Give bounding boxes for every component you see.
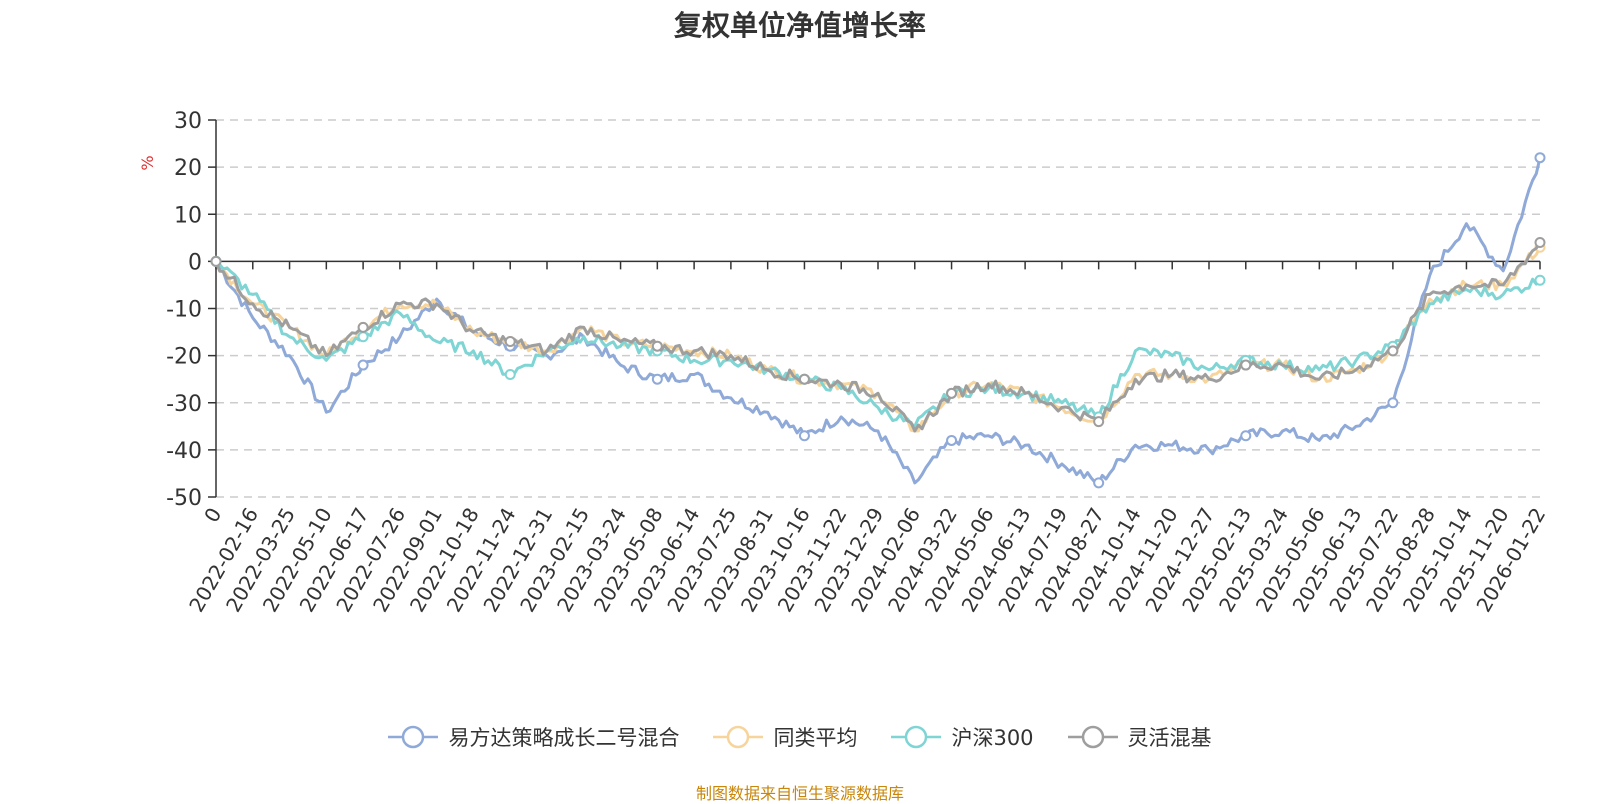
legend-item[interactable]: 易方达策略成长二号混合	[388, 722, 679, 752]
axis-layer: 3020100-10-20-30-40-5002022-02-162022-03…	[166, 109, 1550, 616]
y-axis-unit-label: %	[138, 155, 157, 170]
series-layer	[210, 152, 1546, 489]
y-tick-label: 30	[174, 109, 202, 134]
legend-label: 沪深300	[951, 726, 1034, 750]
series-line-0	[214, 157, 1542, 485]
legend: 易方达策略成长二号混合 同类平均 沪深300 灵活混基	[0, 722, 1600, 752]
data-point	[798, 373, 810, 385]
legend-item[interactable]: 同类平均	[713, 722, 857, 752]
legend-item[interactable]: 沪深300	[891, 722, 1034, 752]
legend-label: 灵活混基	[1127, 726, 1212, 750]
legend-marker-icon	[388, 725, 439, 749]
data-point	[1534, 237, 1546, 249]
grid-layer	[216, 119, 1540, 498]
data-point	[210, 255, 222, 267]
legend-label: 同类平均	[773, 726, 858, 750]
data-point	[504, 368, 516, 380]
legend-marker-icon	[713, 725, 764, 749]
data-point	[504, 335, 516, 347]
data-point	[651, 340, 663, 352]
legend-item[interactable]: 灵活混基	[1067, 722, 1212, 752]
data-point	[1387, 397, 1399, 409]
legend-label: 易方达策略成长二号混合	[448, 726, 680, 750]
data-point	[798, 430, 810, 442]
data-source-footer: 制图数据来自恒生聚源数据库	[695, 784, 904, 803]
x-tick-label: 0	[199, 504, 226, 527]
legend-marker-icon	[891, 725, 942, 749]
line-chart: 3020100-10-20-30-40-5002022-02-162022-03…	[138, 109, 1550, 616]
data-point	[357, 359, 369, 371]
y-tick-label: -40	[166, 439, 202, 464]
y-tick-label: -20	[166, 345, 202, 370]
data-point	[1093, 416, 1105, 428]
data-point	[357, 321, 369, 333]
data-point	[651, 373, 663, 385]
data-point	[1534, 152, 1546, 164]
data-point	[1240, 359, 1252, 371]
data-point	[946, 387, 958, 399]
y-tick-label: -30	[166, 392, 202, 417]
series-line-2	[215, 260, 1542, 428]
series-line-3	[214, 241, 1542, 433]
y-tick-label: 0	[188, 250, 202, 275]
data-point	[357, 331, 369, 343]
data-point	[1093, 477, 1105, 489]
y-tick-label: 10	[174, 203, 202, 228]
data-point	[1534, 274, 1546, 286]
y-tick-label: 20	[174, 156, 202, 181]
data-point	[946, 434, 958, 446]
chart-title: 复权单位净值增长率	[673, 9, 926, 42]
data-point	[1240, 430, 1252, 442]
legend-marker-icon	[1067, 725, 1118, 749]
y-tick-label: -50	[166, 486, 202, 511]
data-point	[1387, 345, 1399, 357]
y-tick-label: -10	[166, 298, 202, 323]
